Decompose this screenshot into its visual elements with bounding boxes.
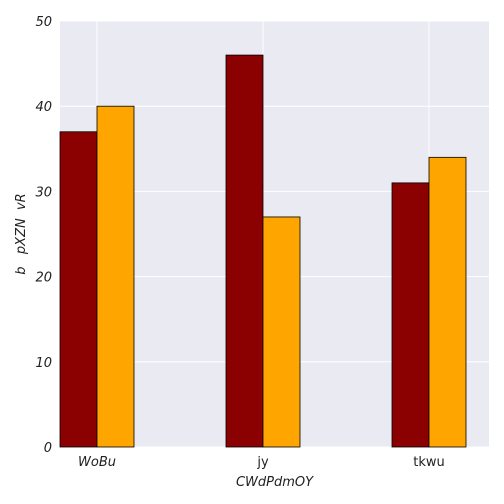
y-axis-label: b pXZN vR (14, 193, 29, 274)
bar-series2-tkwu (428, 156, 467, 448)
y-tick-label: 30 (35, 185, 52, 200)
bar-series2-jy (262, 216, 301, 448)
x-tick-label: jy (256, 455, 269, 470)
x-tick-label: tkwu (413, 455, 445, 470)
bars (59, 54, 467, 448)
y-tick-label: 10 (35, 356, 52, 371)
bar-series1-tkwu (391, 182, 430, 448)
x-tick-labels: WoBu jy tkwu (78, 455, 445, 470)
bar-series1-WoBu (59, 131, 98, 448)
y-tick-label: 20 (35, 271, 52, 286)
x-tick-label: WoBu (78, 455, 116, 470)
y-tick-label: 0 (44, 441, 52, 456)
bar-series2-WoBu (96, 105, 135, 448)
y-tick-label: 40 (35, 100, 52, 115)
y-tick-labels: 0 10 20 30 40 50 (35, 15, 52, 456)
bar-series1-jy (225, 54, 264, 448)
x-axis-label: CWdPdmOY (236, 475, 314, 490)
y-tick-label: 50 (35, 15, 52, 30)
